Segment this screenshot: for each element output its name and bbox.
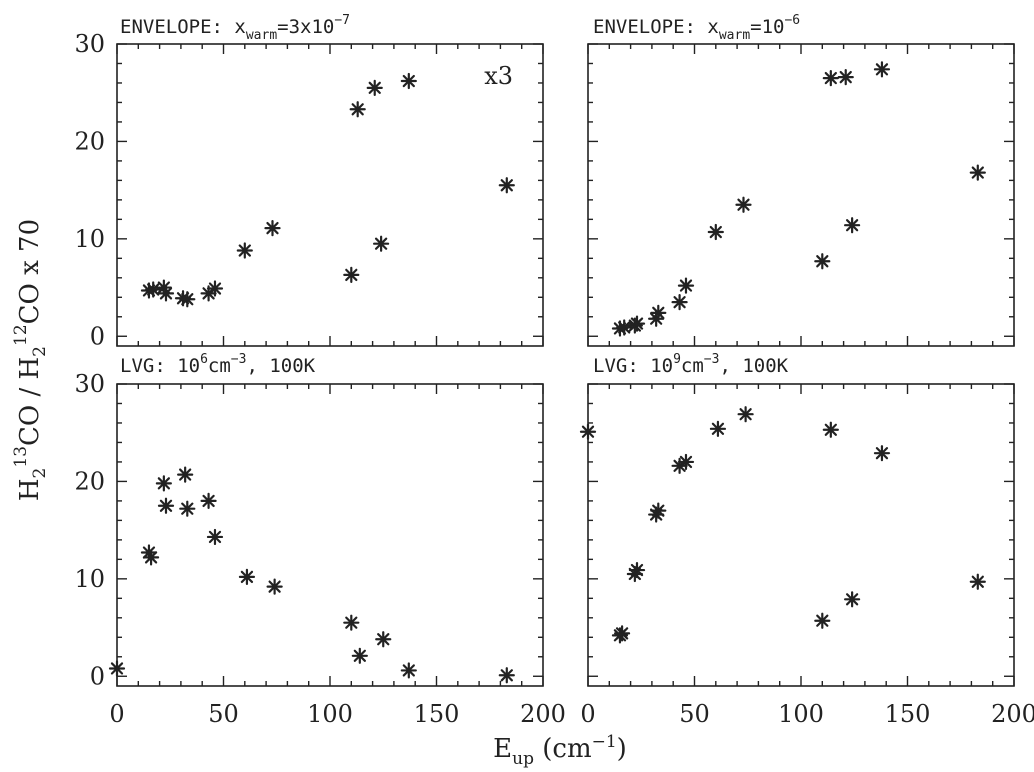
x-tick-label: 150 [885,700,931,728]
y-tick-label: 20 [74,127,105,155]
data-point [969,573,986,590]
panel-annotation: x3 [484,62,513,90]
panel-title-top-left: ENVELOPE: xwarm=3x10−7 [120,13,350,43]
data-point [822,69,839,87]
data-point [844,217,861,234]
data-point [351,647,368,664]
panel-top-left: 0 10 20 30 x3 [74,30,544,350]
data-point [822,421,839,438]
data-point [349,101,366,118]
data-point [707,223,724,241]
data-point [498,177,515,194]
x-tick-label: 200 [520,700,566,728]
x-axis-label: Eup (cm−1) [493,732,627,769]
y-tick-label: 20 [74,467,105,495]
data-point [709,420,727,437]
data-point [157,285,175,302]
data-point [814,612,831,629]
data-point [677,453,695,471]
x-tick-label: 0 [580,700,595,728]
x-tick-label: 50 [208,700,239,728]
x-tick-label: 200 [991,700,1034,728]
x-tick-label: 100 [307,700,353,728]
data-point [266,578,283,595]
data-point [400,72,417,90]
data-point [873,445,891,462]
data-point [264,220,281,237]
data-point [366,79,383,96]
data-point [373,235,390,252]
panel-bottom-right: 0 50 100 150 200 [579,383,1034,728]
plot-frame-top-right [587,43,1015,347]
data-point [155,475,172,492]
data-point [179,291,196,308]
y-tick-label: 30 [74,370,105,398]
data-point [177,466,194,483]
plot-frame-bottom-left [116,383,544,687]
data-point [108,660,126,677]
x-tick-label: 50 [679,700,710,728]
data-point [628,315,646,332]
data-point [579,423,597,440]
y-tick-label: 0 [90,662,105,690]
data-point [498,667,515,684]
data-point [206,280,224,297]
panel-bottom-left: 0 50 100 150 200 0 10 20 30 [74,370,565,728]
data-point [837,69,854,86]
data-point [236,242,253,259]
y-axis-label: H213CO / H212CO x 70 [11,219,50,501]
panel-title-bottom-right: LVG: 109cm−3, 100K [593,352,789,377]
data-point [735,196,752,213]
data-point [613,625,631,642]
data-point [814,253,831,270]
data-point [200,492,217,510]
y-tick-label: 10 [74,225,105,253]
y-tick-label: 0 [90,322,105,350]
y-tick-label: 10 [74,565,105,593]
panel-title-bottom-left: LVG: 106cm−3, 100K [120,352,316,377]
data-point [206,528,224,546]
data-point [157,497,175,514]
data-point [628,561,646,579]
data-point [616,319,633,336]
x-tick-label: 150 [414,700,460,728]
data-point [238,568,256,585]
data-point [400,662,417,679]
data-point [844,591,861,608]
data-point [142,549,160,566]
data-point [650,502,667,519]
data-point [873,61,891,78]
x-tick-label: 100 [778,700,824,728]
data-point [650,304,667,321]
panel-top-right [587,43,1015,347]
data-point [969,164,986,181]
data-point [677,277,695,294]
data-point [375,631,392,648]
data-point [671,294,688,311]
x-tick-label: 0 [109,700,124,728]
data-point [179,500,196,517]
data-point [343,266,360,283]
panel-title-top-right: ENVELOPE: xwarm=10−6 [593,13,800,43]
data-point [737,406,754,423]
plot-frame-bottom-right [587,383,1015,687]
y-tick-label: 30 [74,30,105,58]
data-point [145,281,162,298]
data-point [343,614,360,631]
